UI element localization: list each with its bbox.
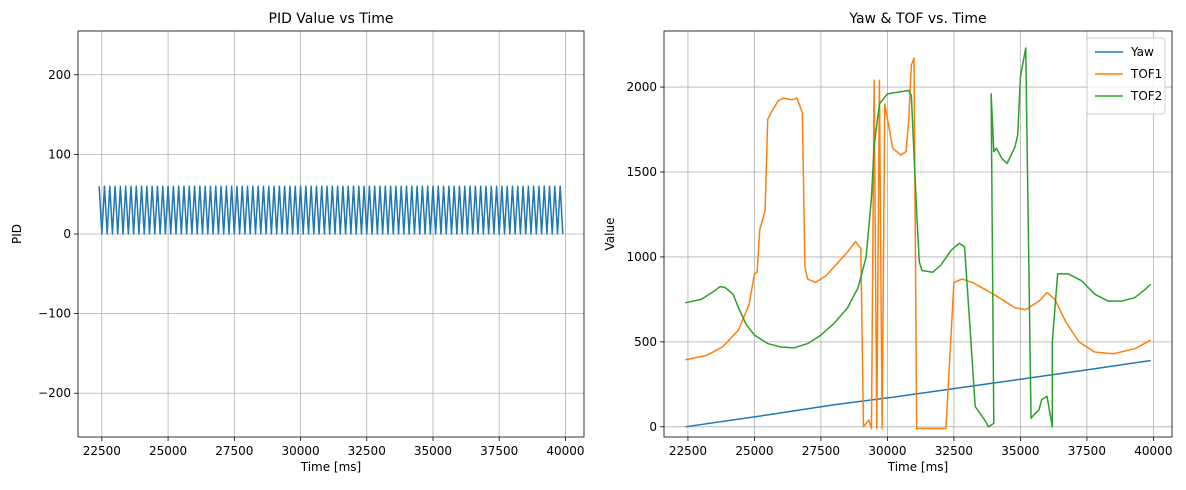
chart-2-x-tick-label: 22500 <box>669 444 707 458</box>
chart-1-x-tick-label: 30000 <box>281 444 319 458</box>
chart-1-plot-area <box>98 185 564 235</box>
chart-1-y-tick-label: −100 <box>38 307 71 321</box>
chart-2-x-tick-label: 37500 <box>1068 444 1106 458</box>
chart-2-y-tick-label: 1000 <box>626 250 657 264</box>
chart-2-legend-label-tof1: TOF1 <box>1130 67 1162 81</box>
chart-1-y-tick-label: 100 <box>48 147 71 161</box>
chart-1-x-tick-label: 22500 <box>83 444 121 458</box>
chart-1-y-tick-label: −200 <box>38 386 71 400</box>
chart-2-x-tick-label: 35000 <box>1001 444 1039 458</box>
chart-2-y-tick-label: 0 <box>649 420 657 434</box>
chart-1-title: PID Value vs Time <box>269 11 394 27</box>
chart-2-x-tick-label: 30000 <box>868 444 906 458</box>
chart-1-line-series-1 <box>98 185 564 235</box>
chart-1-axes: 22500 25000 27500 30000 32500 35000 37500 40000… <box>10 11 585 474</box>
chart-2-y-tick-label: 2000 <box>626 80 657 94</box>
chart-1-x-tick-label: 37500 <box>480 444 518 458</box>
chart-2-legend-label-yaw: Yaw <box>1130 45 1154 59</box>
chart-1-y-tick-label: 200 <box>48 68 71 82</box>
chart-2-title: Yaw & TOF vs. Time <box>848 11 986 27</box>
chart-2-y-tick-label: 500 <box>634 335 657 349</box>
chart-2-plot-area <box>685 47 1152 430</box>
chart-2-y-tick-label: 1500 <box>626 165 657 179</box>
chart-1-x-tick-label: 40000 <box>546 444 584 458</box>
chart-2-x-tick-label: 25000 <box>735 444 773 458</box>
chart-2-x-tick-label: 27500 <box>802 444 840 458</box>
chart-2-axes: 22500 25000 27500 30000 32500 35000 37500 40000… <box>603 11 1172 474</box>
chart-2-y-axis-label: Value <box>603 218 617 251</box>
chart-2-frame <box>663 30 1173 438</box>
chart-2-legend-box <box>1086 37 1166 115</box>
chart-2-line-tof1 <box>685 57 1152 430</box>
chart-2-x-tick-label: 40000 <box>1134 444 1172 458</box>
chart-2-line-tof2 <box>685 47 1152 428</box>
chart-1-x-tick-label: 35000 <box>414 444 452 458</box>
chart-2-x-tick-label: 32500 <box>935 444 973 458</box>
chart-1-y-axis-label: PID <box>10 224 24 244</box>
chart-2-legend-label-tof2: TOF2 <box>1130 89 1162 103</box>
chart-1-x-axis-label: Time [ms] <box>300 460 362 474</box>
chart-2-legend: Yaw TOF1 TOF2 <box>1086 37 1166 115</box>
chart-1-x-tick-label: 25000 <box>149 444 187 458</box>
chart-1-y-tick-label: 0 <box>63 227 71 241</box>
chart-1-x-tick-label: 32500 <box>348 444 386 458</box>
chart-2-line-yaw <box>685 359 1151 428</box>
chart-1-x-tick-label: 27500 <box>215 444 253 458</box>
chart-2-x-axis-label: Time [ms] <box>887 460 949 474</box>
